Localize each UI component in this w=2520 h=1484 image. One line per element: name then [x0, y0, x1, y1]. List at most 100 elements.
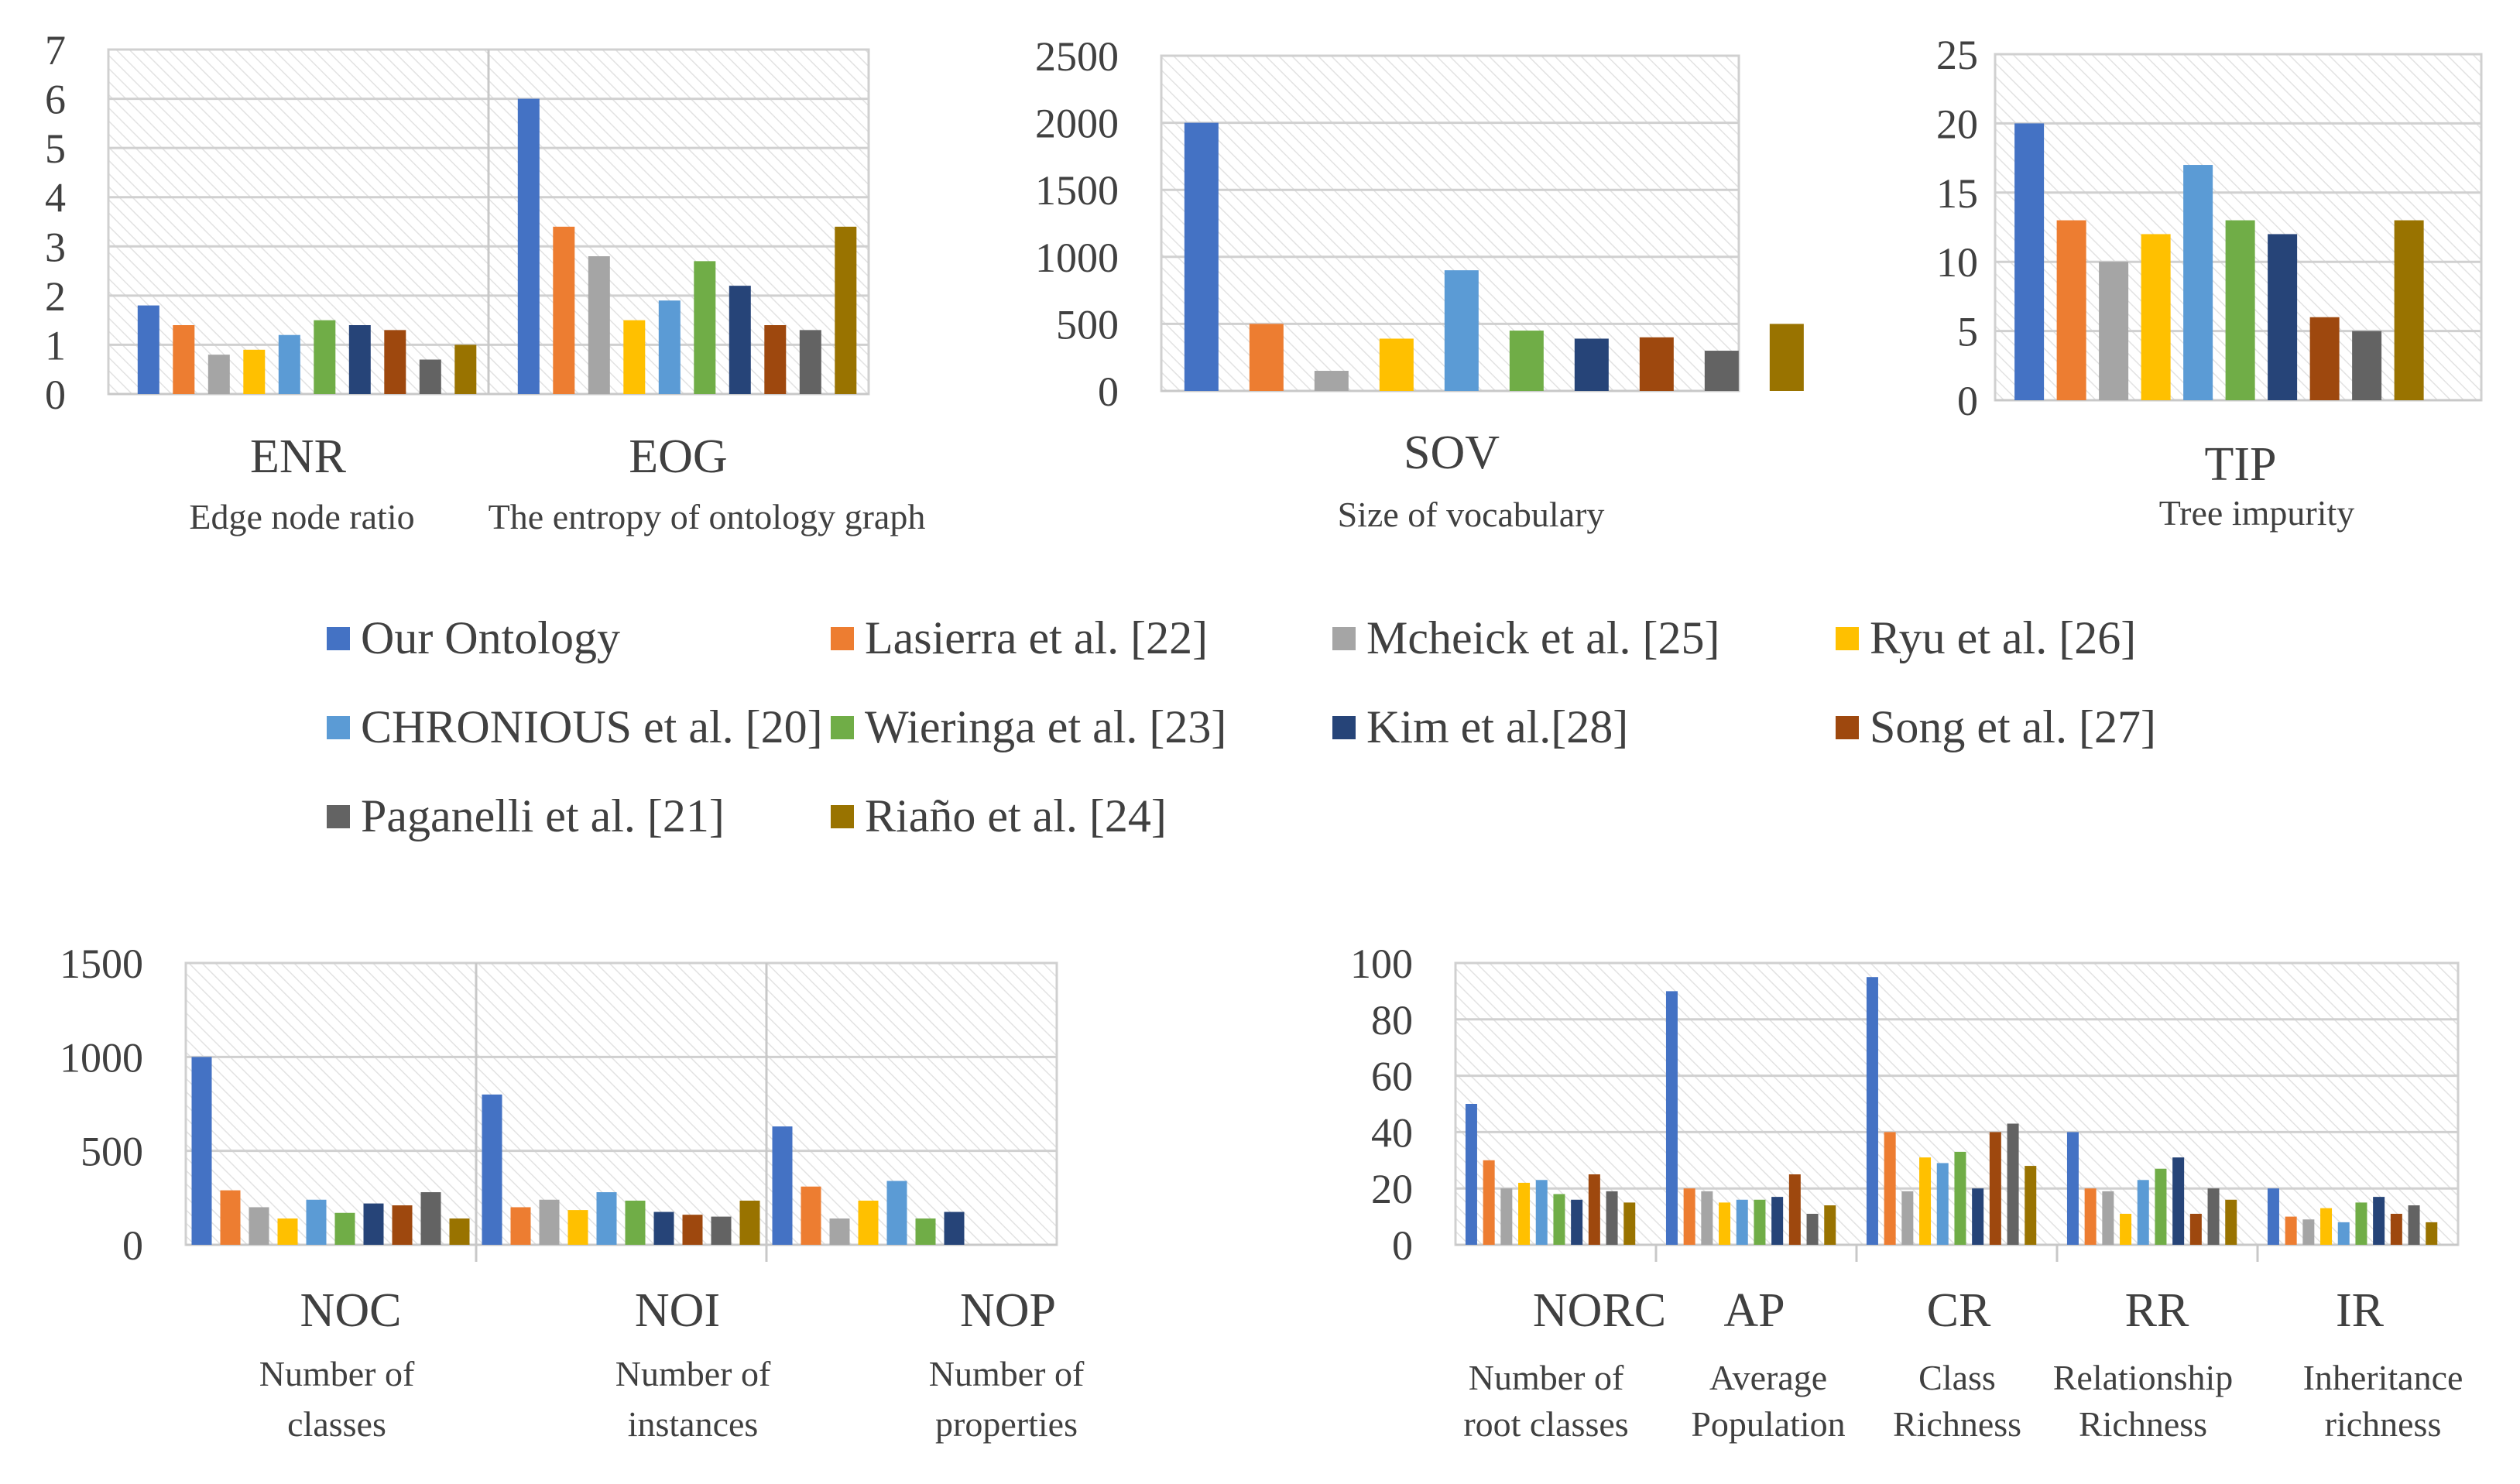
bar-noc-noi-nop-noc-s2 — [220, 1190, 241, 1245]
y-tick-label: 0 — [1957, 378, 1978, 424]
y-tick-label: 500 — [1056, 301, 1119, 348]
bar-enr-eog-enr-s8 — [384, 330, 406, 394]
bar-tip-tip-s4 — [2141, 234, 2171, 400]
category-description: Number of — [615, 1354, 771, 1393]
legend-label: Ryu et al. [26] — [1870, 612, 2137, 663]
bar-enr-eog-eog-s9 — [799, 330, 821, 394]
bar-noc-noi-nop-noc-s7 — [363, 1203, 384, 1245]
category-code: EOG — [629, 430, 727, 483]
y-tick-label: 1500 — [60, 941, 143, 987]
bar-richness-norc-s10 — [1623, 1202, 1636, 1245]
bar-enr-eog-eog-s4 — [623, 320, 646, 394]
category-code: SOV — [1404, 427, 1500, 479]
bar-sov-sov-s7 — [1574, 338, 1609, 391]
bar-noc-noi-nop-noc-s5 — [306, 1199, 327, 1245]
category-description: richness — [2325, 1404, 2442, 1444]
legend-label: Mcheick et al. [25] — [1366, 612, 1720, 663]
bar-sov-sov-s1 — [1184, 122, 1219, 391]
legend-swatch — [1332, 715, 1356, 739]
bar-richness-ir-s10 — [2426, 1222, 2438, 1245]
bar-richness-cr-s8 — [1989, 1132, 2001, 1245]
bar-noc-noi-nop-noc-s1 — [191, 1057, 212, 1245]
bar-richness-ap-s9 — [1806, 1213, 1819, 1245]
y-tick-label: 40 — [1371, 1109, 1413, 1156]
bar-richness-ap-s5 — [1736, 1199, 1748, 1245]
bar-richness-ir-s1 — [2267, 1188, 2279, 1245]
bar-sov-sov-s9 — [1704, 351, 1739, 391]
category-description: Tree impurity — [2159, 493, 2355, 533]
bar-noc-noi-nop-nop-s6 — [915, 1218, 936, 1245]
legend-label: Lasierra et al. [22] — [865, 612, 1209, 663]
bar-richness-ir-s5 — [2337, 1222, 2350, 1245]
y-tick-label: 2500 — [1035, 33, 1119, 80]
bar-richness-ap-s10 — [1824, 1205, 1836, 1245]
y-tick-label: 1000 — [1035, 235, 1119, 281]
y-tick-label: 20 — [1936, 101, 1978, 147]
category-description: Relationship — [2053, 1358, 2234, 1397]
legend-swatch — [327, 626, 350, 650]
y-tick-label: 500 — [81, 1129, 143, 1175]
y-tick-label: 3 — [45, 224, 66, 270]
legend-label: Our Ontology — [361, 612, 620, 663]
bar-richness-cr-s7 — [1972, 1188, 1984, 1245]
bar-tip-tip-s10 — [2394, 220, 2424, 400]
bar-noc-noi-nop-noc-s3 — [249, 1207, 269, 1245]
bar-richness-norc-s2 — [1483, 1160, 1495, 1245]
bar-noc-noi-nop-nop-s3 — [829, 1218, 850, 1245]
legend-swatch — [831, 715, 854, 739]
bar-enr-eog-enr-s10 — [454, 344, 477, 394]
bar-sov-sov-s5 — [1444, 270, 1479, 391]
legend-label: Paganelli et al. [21] — [361, 790, 725, 841]
legend-item: Kim et al.[28] — [1332, 701, 1628, 754]
y-tick-label: 10 — [1936, 239, 1978, 286]
bar-richness-rr-s2 — [2084, 1188, 2097, 1245]
bar-enr-eog-eog-s8 — [764, 325, 787, 394]
bar-enr-eog-enr-s7 — [348, 325, 371, 394]
bar-richness-cr-s1 — [1866, 977, 1878, 1245]
bar-sov-sov-s8 — [1639, 337, 1674, 391]
legend-label: Riaño et al. [24] — [865, 790, 1167, 841]
category-code: NORC — [1533, 1284, 1666, 1337]
bar-richness-norc-s9 — [1606, 1191, 1618, 1245]
category-description: Edge node ratio — [189, 497, 414, 536]
category-code: CR — [1927, 1284, 1991, 1337]
y-tick-label: 5 — [1957, 309, 1978, 355]
bar-enr-eog-eog-s1 — [517, 98, 540, 395]
category-description: Number of — [259, 1354, 415, 1393]
bar-noc-noi-nop-noi-s7 — [653, 1212, 674, 1245]
legend-label: CHRONIOUS et al. [20] — [361, 701, 823, 752]
legend-swatch — [1836, 626, 1859, 650]
bar-sov-sov-s3 — [1314, 371, 1349, 391]
legend-item: Our Ontology — [327, 612, 620, 665]
bar-noc-noi-nop-noc-s10 — [449, 1218, 470, 1245]
bar-tip-tip-s5 — [2183, 165, 2213, 401]
y-tick-label: 0 — [1392, 1222, 1413, 1269]
bar-enr-eog-eog-s5 — [658, 300, 681, 394]
bar-richness-ir-s9 — [2408, 1205, 2420, 1245]
category-description: Number of — [1469, 1358, 1624, 1397]
bar-richness-ir-s6 — [2355, 1202, 2367, 1245]
bar-richness-rr-s7 — [2172, 1157, 2185, 1245]
bar-enr-eog-eog-s2 — [553, 226, 575, 394]
legend-item: Wieringa et al. [23] — [831, 701, 1226, 754]
y-tick-label: 100 — [1350, 941, 1413, 987]
category-description: root classes — [1463, 1404, 1628, 1444]
bar-sov-sov-s4 — [1379, 338, 1414, 391]
bar-richness-ap-s6 — [1754, 1199, 1766, 1245]
bar-noc-noi-nop-nop-s2 — [801, 1186, 821, 1245]
bar-richness-cr-s9 — [2007, 1123, 2019, 1245]
bar-sov-sov-s10 — [1769, 324, 1804, 391]
bar-noc-noi-nop-noi-s9 — [711, 1216, 732, 1245]
y-tick-label: 20 — [1371, 1166, 1413, 1212]
y-tick-label: 1500 — [1035, 167, 1119, 214]
bar-richness-rr-s10 — [2225, 1199, 2237, 1245]
legend-item: Lasierra et al. [22] — [831, 612, 1208, 665]
bar-noc-noi-nop-noi-s4 — [567, 1210, 588, 1245]
category-code: IR — [2336, 1284, 2385, 1337]
bar-tip-tip-s2 — [2056, 220, 2086, 400]
bar-richness-norc-s5 — [1535, 1180, 1548, 1245]
bar-richness-ap-s2 — [1683, 1188, 1695, 1245]
legend-swatch — [327, 715, 350, 739]
legend-swatch — [1332, 626, 1356, 650]
